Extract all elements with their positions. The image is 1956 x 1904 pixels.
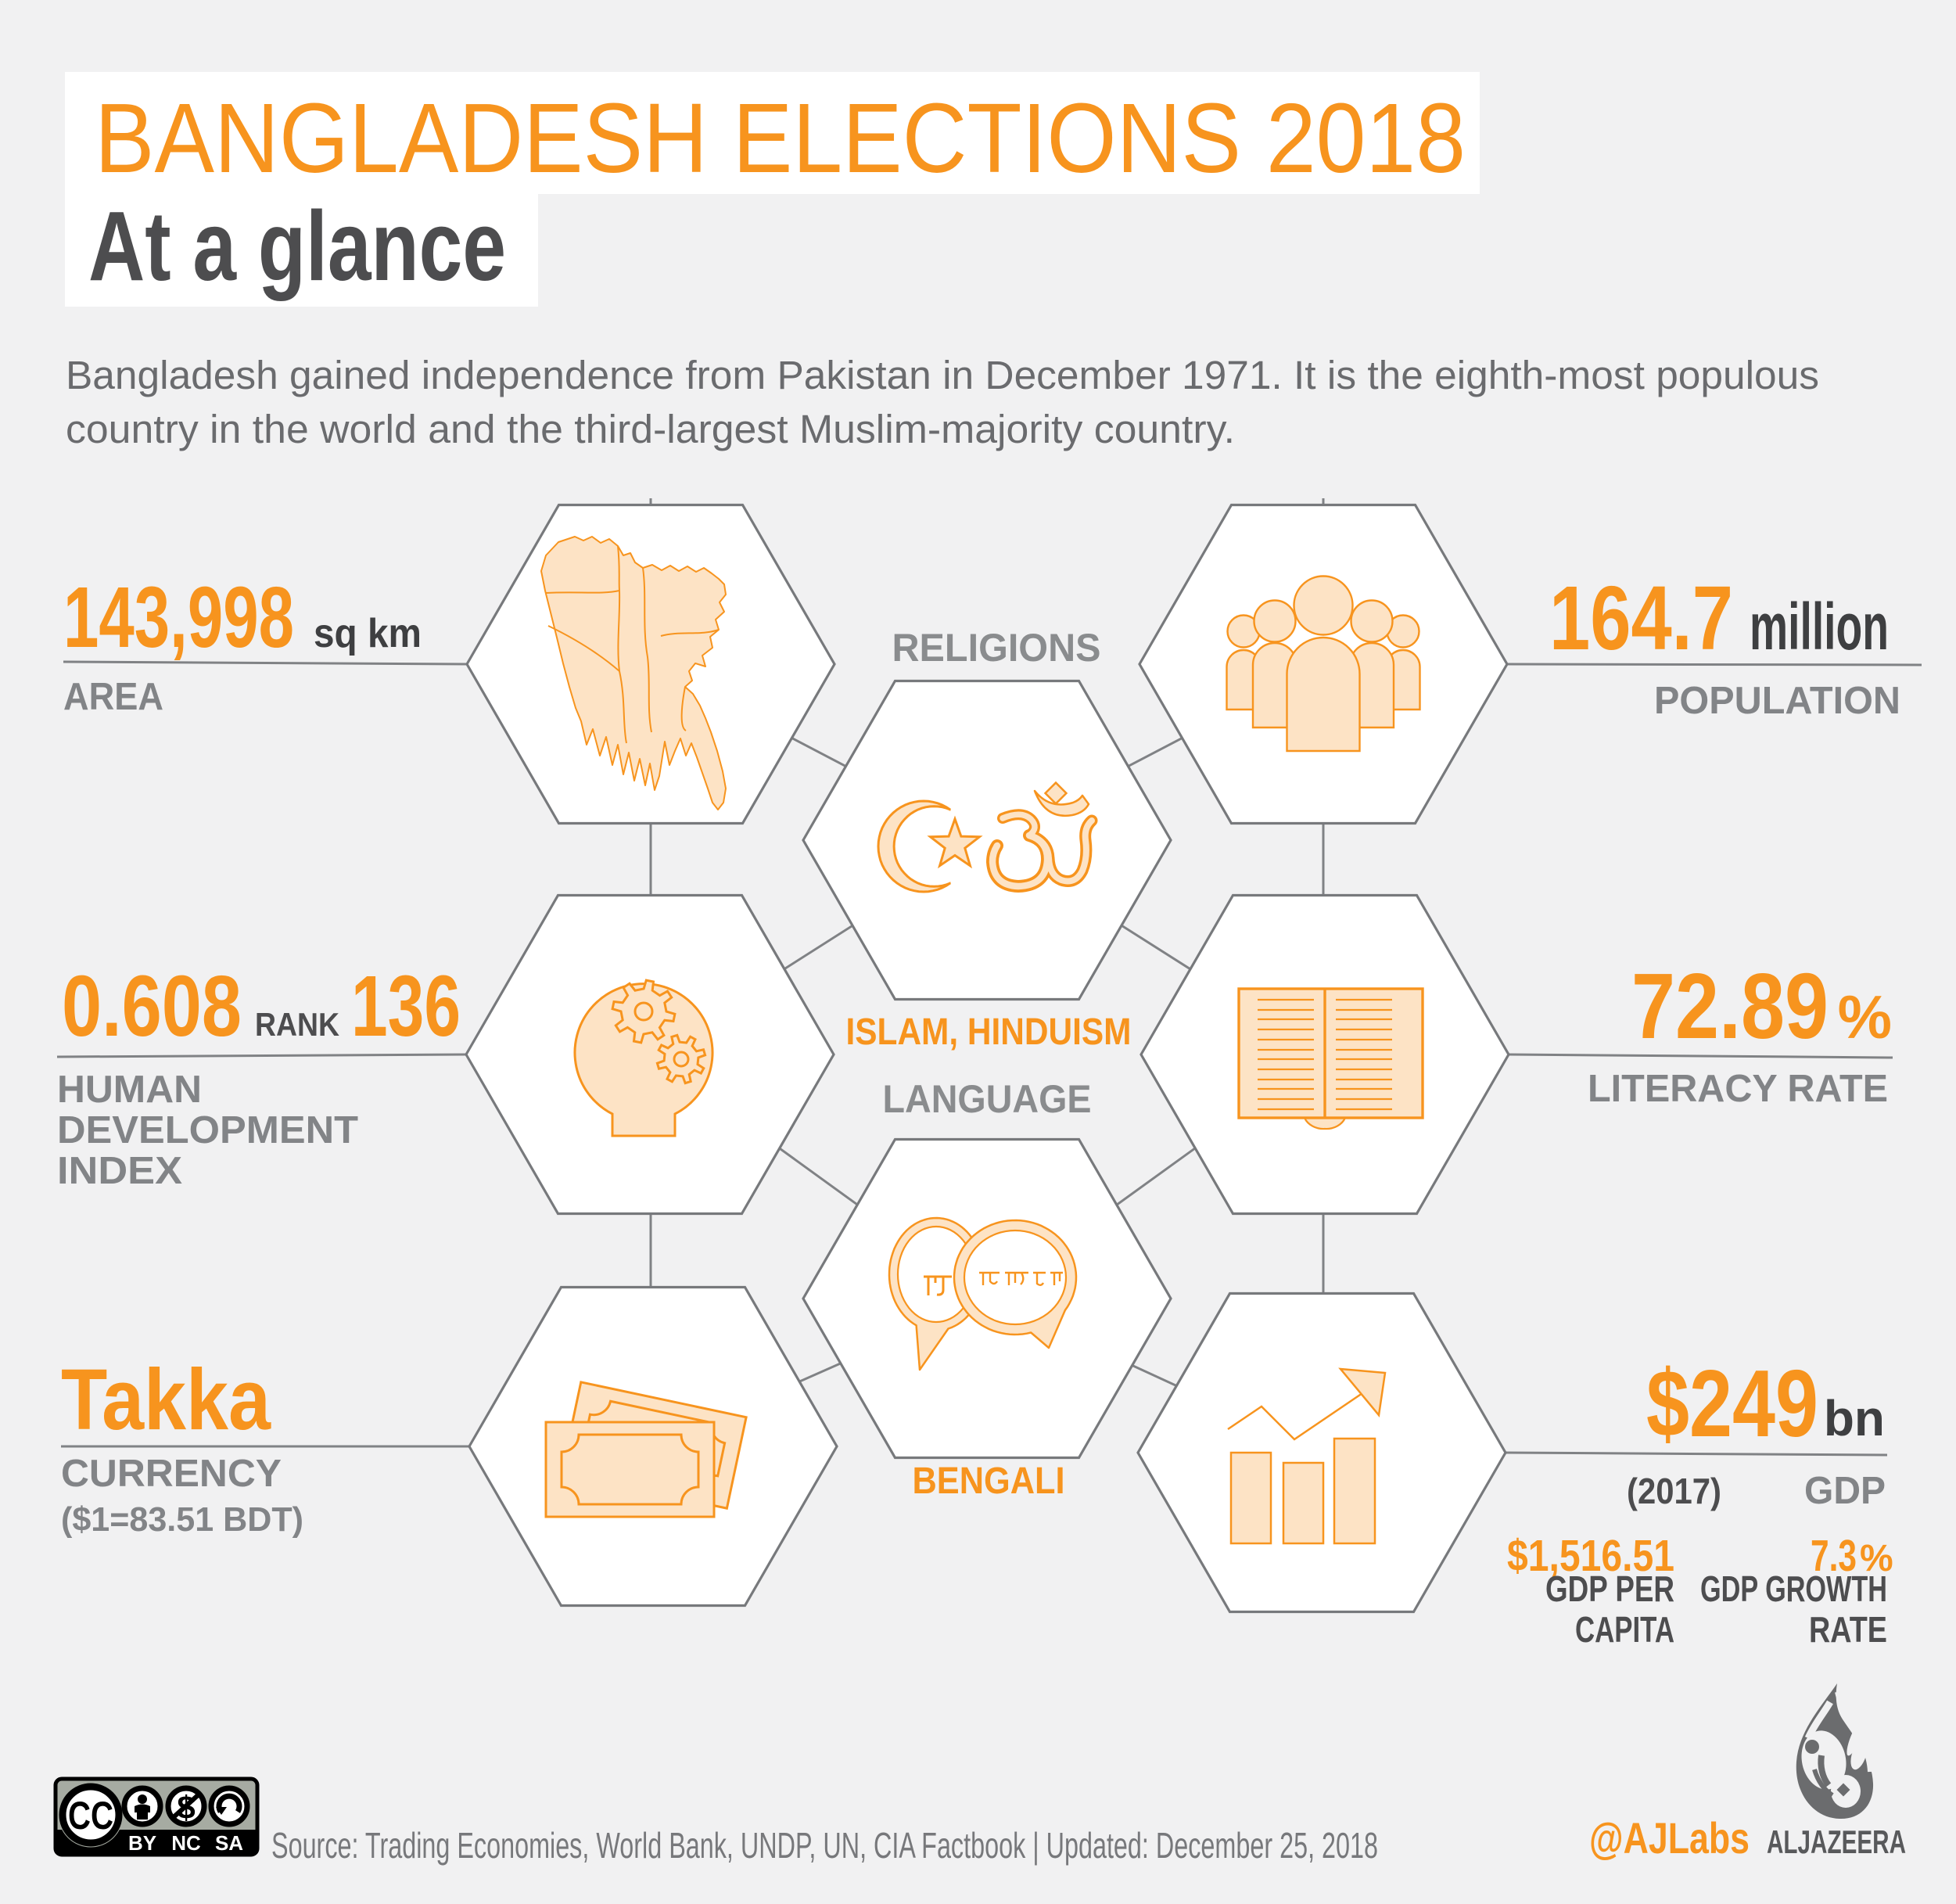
svg-text:0.608: 0.608 bbox=[62, 958, 242, 1054]
svg-text:BY: BY bbox=[128, 1831, 156, 1855]
svg-text:INDEX: INDEX bbox=[57, 1150, 182, 1192]
svg-text:LANGUAGE: LANGUAGE bbox=[883, 1077, 1092, 1121]
svg-text:($1=83.51 BDT): ($1=83.51 BDT) bbox=[61, 1500, 303, 1539]
svg-text:BENGALI: BENGALI bbox=[913, 1460, 1065, 1502]
svg-text:AREA: AREA bbox=[63, 676, 163, 718]
svg-text:SA: SA bbox=[215, 1831, 243, 1855]
svg-text:Bangladesh gained independence: Bangladesh gained independence from Paki… bbox=[66, 353, 1819, 397]
svg-text:CC: CC bbox=[68, 1794, 113, 1838]
svg-text:DEVELOPMENT: DEVELOPMENT bbox=[57, 1109, 358, 1151]
svg-text:$249: $249 bbox=[1646, 1350, 1818, 1457]
svg-text:%: % bbox=[1838, 983, 1892, 1051]
svg-text:ALJAZEERA: ALJAZEERA bbox=[1767, 1823, 1906, 1860]
svg-text:sq km: sq km bbox=[314, 611, 422, 656]
svg-text:At a glance: At a glance bbox=[88, 191, 506, 301]
svg-text:country in the world and the t: country in the world and the third-large… bbox=[66, 407, 1235, 451]
svg-text:$1,516.51: $1,516.51 bbox=[1507, 1531, 1674, 1581]
svg-text:POPULATION: POPULATION bbox=[1654, 680, 1900, 722]
svg-text:GDP: GDP bbox=[1804, 1470, 1886, 1512]
svg-text:LITERACY RATE: LITERACY RATE bbox=[1588, 1068, 1888, 1110]
svg-text:164.7: 164.7 bbox=[1549, 567, 1733, 669]
svg-text:RANK: RANK bbox=[255, 1006, 339, 1043]
svg-text:GDP PER: GDP PER bbox=[1545, 1568, 1674, 1609]
svg-text:bn: bn bbox=[1824, 1390, 1885, 1446]
svg-text:HUMAN: HUMAN bbox=[57, 1069, 202, 1111]
svg-text:72.89: 72.89 bbox=[1631, 954, 1829, 1058]
svg-text:ISLAM, HINDUISM: ISLAM, HINDUISM bbox=[846, 1011, 1132, 1053]
svg-text:CAPITA: CAPITA bbox=[1575, 1609, 1674, 1650]
svg-text:7.3: 7.3 bbox=[1811, 1531, 1857, 1581]
svg-text:136: 136 bbox=[351, 958, 461, 1054]
svg-text:CURRENCY: CURRENCY bbox=[61, 1453, 282, 1495]
svg-text:143,998: 143,998 bbox=[63, 569, 294, 666]
svg-text:Takka: Takka bbox=[61, 1352, 271, 1448]
svg-text:RATE: RATE bbox=[1809, 1609, 1887, 1650]
svg-text:%: % bbox=[1860, 1538, 1893, 1579]
svg-text:million: million bbox=[1750, 590, 1889, 663]
svg-text:NC: NC bbox=[171, 1831, 201, 1855]
svg-text:GDP GROWTH: GDP GROWTH bbox=[1700, 1568, 1887, 1609]
svg-text:BANGLADESH ELECTIONS 2018: BANGLADESH ELECTIONS 2018 bbox=[95, 83, 1466, 193]
svg-text:Source: Trading Economies, Wor: Source: Trading Economies, World Bank, U… bbox=[271, 1825, 1378, 1866]
svg-text:(2017): (2017) bbox=[1627, 1471, 1721, 1511]
svg-text:@AJLabs: @AJLabs bbox=[1589, 1813, 1750, 1863]
svg-text:RELIGIONS: RELIGIONS bbox=[892, 626, 1101, 670]
